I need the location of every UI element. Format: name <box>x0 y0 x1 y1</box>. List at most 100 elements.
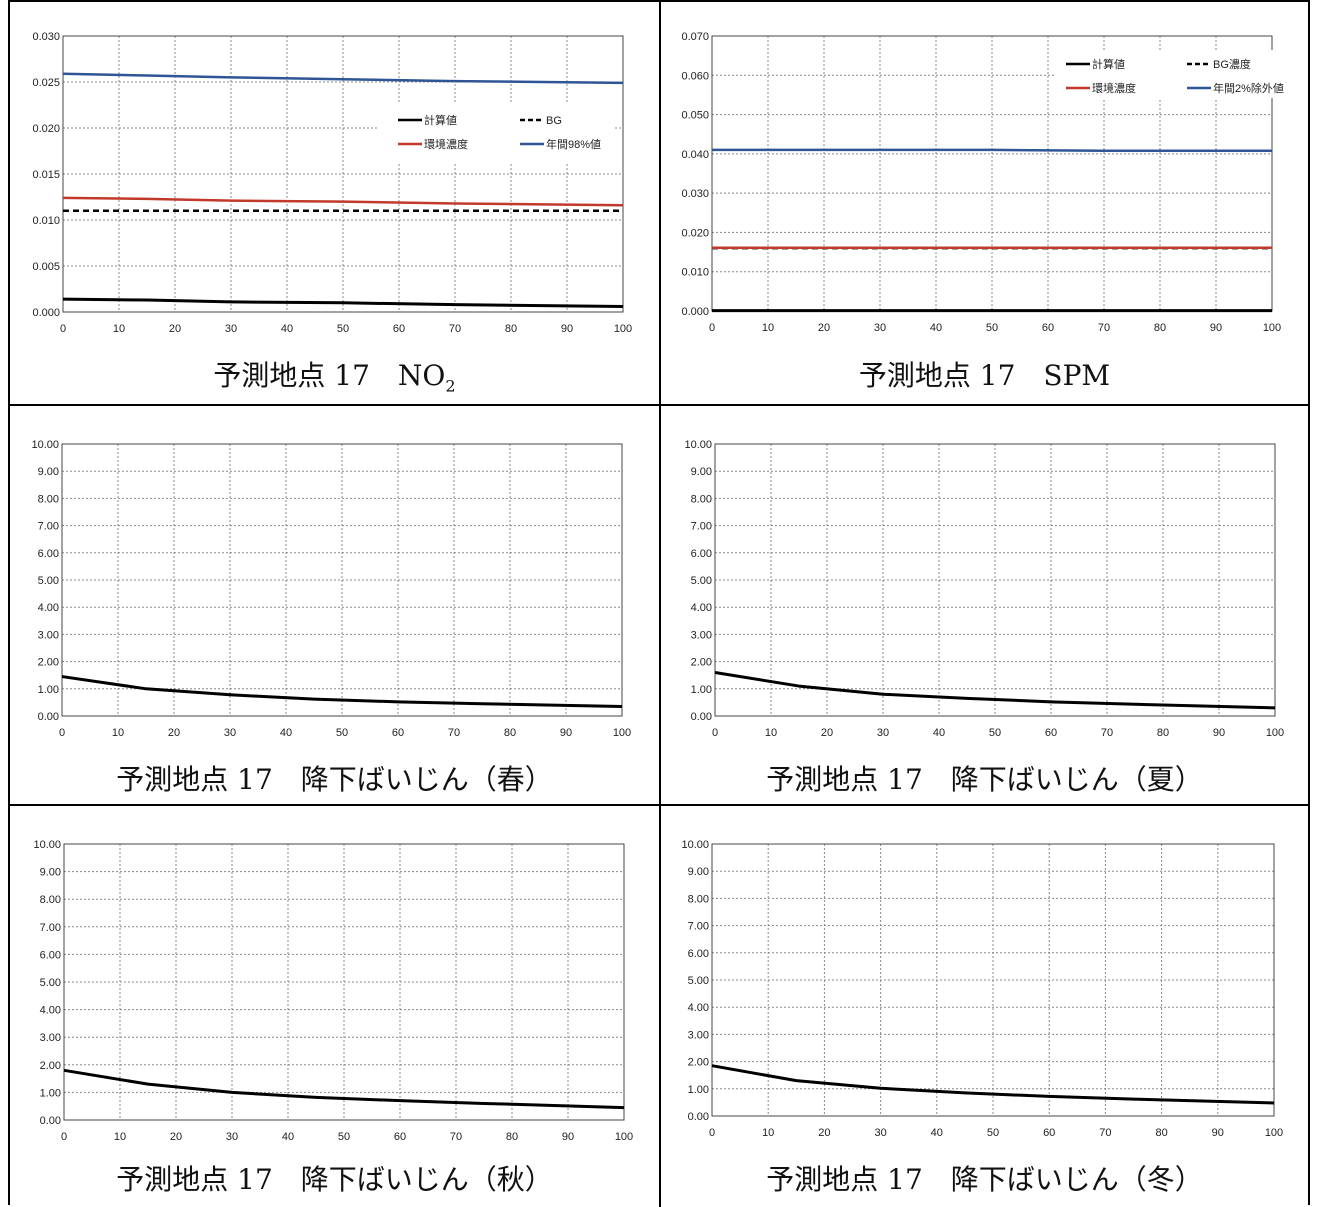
y-tick-label: 10.00 <box>684 439 712 451</box>
x-tick-label: 50 <box>338 1131 350 1143</box>
y-tick-label: 7.00 <box>38 521 59 533</box>
x-tick-label: 10 <box>114 1131 126 1143</box>
plot-area <box>714 443 1276 717</box>
x-tick-label: 10 <box>762 1127 774 1139</box>
chart-no2: 0.000 0.005 0.010 0.015 0.020 0.025 0.030 0 10 20… <box>32 31 632 335</box>
legend-box <box>1056 50 1276 98</box>
y-tick-label: 4.00 <box>38 602 59 614</box>
x-tick-label: 50 <box>989 727 1001 739</box>
y-tick-label: 2.00 <box>691 657 712 669</box>
y-tick-label: 0.020 <box>32 123 60 135</box>
legend-label: 年間98%値 <box>546 137 601 151</box>
x-tick-label: 60 <box>1042 322 1054 334</box>
legend-label: 環境濃度 <box>1092 81 1136 95</box>
x-tick-label: 100 <box>614 323 632 335</box>
y-tick-label: 4.00 <box>688 1002 709 1014</box>
chart-spm: 0.000 0.010 0.020 0.030 0.040 0.050 0.060 0.070… <box>681 31 1284 334</box>
y-tick-label: 8.00 <box>40 894 61 906</box>
x-tick-label: 60 <box>393 323 405 335</box>
x-tick-label: 100 <box>1266 727 1284 739</box>
x-tick-label: 30 <box>877 727 889 739</box>
x-tick-label: 10 <box>113 323 125 335</box>
y-tick-label: 0.010 <box>681 267 709 279</box>
caption-dust-summer: 予測地点 17 降下ばいじん（夏） <box>766 763 1203 796</box>
plot-area <box>61 443 623 717</box>
y-tick-label: 10.00 <box>681 839 709 851</box>
x-tick-label: 40 <box>931 1127 943 1139</box>
y-tick-label: 9.00 <box>688 866 709 878</box>
y-tick-label: 0.025 <box>32 77 60 89</box>
x-tick-label: 20 <box>168 727 180 739</box>
y-tick-label: 4.00 <box>40 1005 61 1017</box>
x-tick-label: 100 <box>615 1131 633 1143</box>
y-tick-label: 6.00 <box>691 548 712 560</box>
x-tick-label: 100 <box>1265 1127 1283 1139</box>
plot-area <box>711 843 1275 1117</box>
y-tick-label: 0.000 <box>681 306 709 318</box>
y-tick-label: 3.00 <box>691 629 712 641</box>
chart-dust-spring: 0.00 1.00 2.00 3.00 4.00 5.00 6.00 7.00 8.00 9.00… <box>31 439 631 739</box>
y-tick-label: 2.00 <box>688 1057 709 1069</box>
x-tick-label: 30 <box>874 322 886 334</box>
column-divider <box>659 2 661 1207</box>
y-tick-label: 6.00 <box>40 949 61 961</box>
x-tick-label: 80 <box>506 1131 518 1143</box>
x-tick-label: 30 <box>874 1127 886 1139</box>
x-tick-label: 80 <box>1157 727 1169 739</box>
y-tick-label: 0.060 <box>681 70 709 82</box>
x-tick-label: 50 <box>337 323 349 335</box>
series-line-1 <box>714 670 1276 710</box>
caption-dust-winter: 予測地点 17 降下ばいじん（冬） <box>766 1163 1203 1196</box>
x-tick-label: 60 <box>1043 1127 1055 1139</box>
x-tick-label: 80 <box>1155 1127 1167 1139</box>
x-tick-label: 60 <box>392 727 404 739</box>
x-tick-label: 30 <box>224 727 236 739</box>
row-divider-1 <box>10 404 1308 406</box>
x-tick-label: 40 <box>281 323 293 335</box>
x-tick-label: 70 <box>1101 727 1113 739</box>
x-tick-label: 20 <box>169 323 181 335</box>
y-tick-label: 0.00 <box>688 1111 709 1123</box>
legend-label: 環境濃度 <box>424 137 468 151</box>
x-tick-label: 10 <box>112 727 124 739</box>
x-tick-label: 70 <box>1099 1127 1111 1139</box>
y-tick-label: 5.00 <box>691 575 712 587</box>
series-line-3 <box>62 196 624 207</box>
legend-label: 年間2%除外値 <box>1213 81 1284 95</box>
x-tick-label: 20 <box>821 727 833 739</box>
panel-dust-autumn: 0.00 1.00 2.00 3.00 4.00 5.00 6.00 7.00 8.00 9.00… <box>10 806 659 1207</box>
caption-dust-autumn: 予測地点 17 降下ばいじん（秋） <box>116 1163 553 1196</box>
x-tick-label: 0 <box>712 727 718 739</box>
y-tick-label: 2.00 <box>40 1060 61 1072</box>
y-tick-label: 0.005 <box>32 261 60 273</box>
legend-label: BG <box>546 115 562 127</box>
y-tick-label: 8.00 <box>691 493 712 505</box>
x-tick-label: 40 <box>282 1131 294 1143</box>
chart-dust-winter: 0.00 1.00 2.00 3.00 4.00 5.00 6.00 7.00 8.00 9.00… <box>681 839 1283 1139</box>
figure-table: 0.000 0.005 0.010 0.015 0.020 0.025 0.030 0 10 20… <box>8 0 1310 1207</box>
y-tick-label: 0.010 <box>32 215 60 227</box>
y-tick-label: 10.00 <box>31 439 59 451</box>
caption-dust-spring: 予測地点 17 降下ばいじん（春） <box>116 763 553 796</box>
x-tick-label: 60 <box>1045 727 1057 739</box>
y-tick-label: 6.00 <box>688 948 709 960</box>
y-tick-label: 8.00 <box>688 893 709 905</box>
series-line-1 <box>61 675 623 708</box>
x-tick-label: 40 <box>280 727 292 739</box>
x-tick-label: 90 <box>562 1131 574 1143</box>
y-tick-label: 7.00 <box>688 921 709 933</box>
x-tick-label: 90 <box>1210 322 1222 334</box>
y-tick-label: 1.00 <box>40 1087 61 1099</box>
x-tick-label: 90 <box>561 323 573 335</box>
x-tick-label: 100 <box>613 727 631 739</box>
plot-area <box>63 843 625 1121</box>
y-tick-label: 5.00 <box>38 575 59 587</box>
x-tick-label: 50 <box>987 1127 999 1139</box>
x-tick-label: 50 <box>986 322 998 334</box>
legend-label: 計算値 <box>1092 57 1125 71</box>
y-tick-label: 0.030 <box>681 188 709 200</box>
y-tick-label: 0.020 <box>681 227 709 239</box>
y-tick-label: 3.00 <box>688 1029 709 1041</box>
y-tick-label: 0.00 <box>691 711 712 723</box>
x-tick-label: 70 <box>449 323 461 335</box>
